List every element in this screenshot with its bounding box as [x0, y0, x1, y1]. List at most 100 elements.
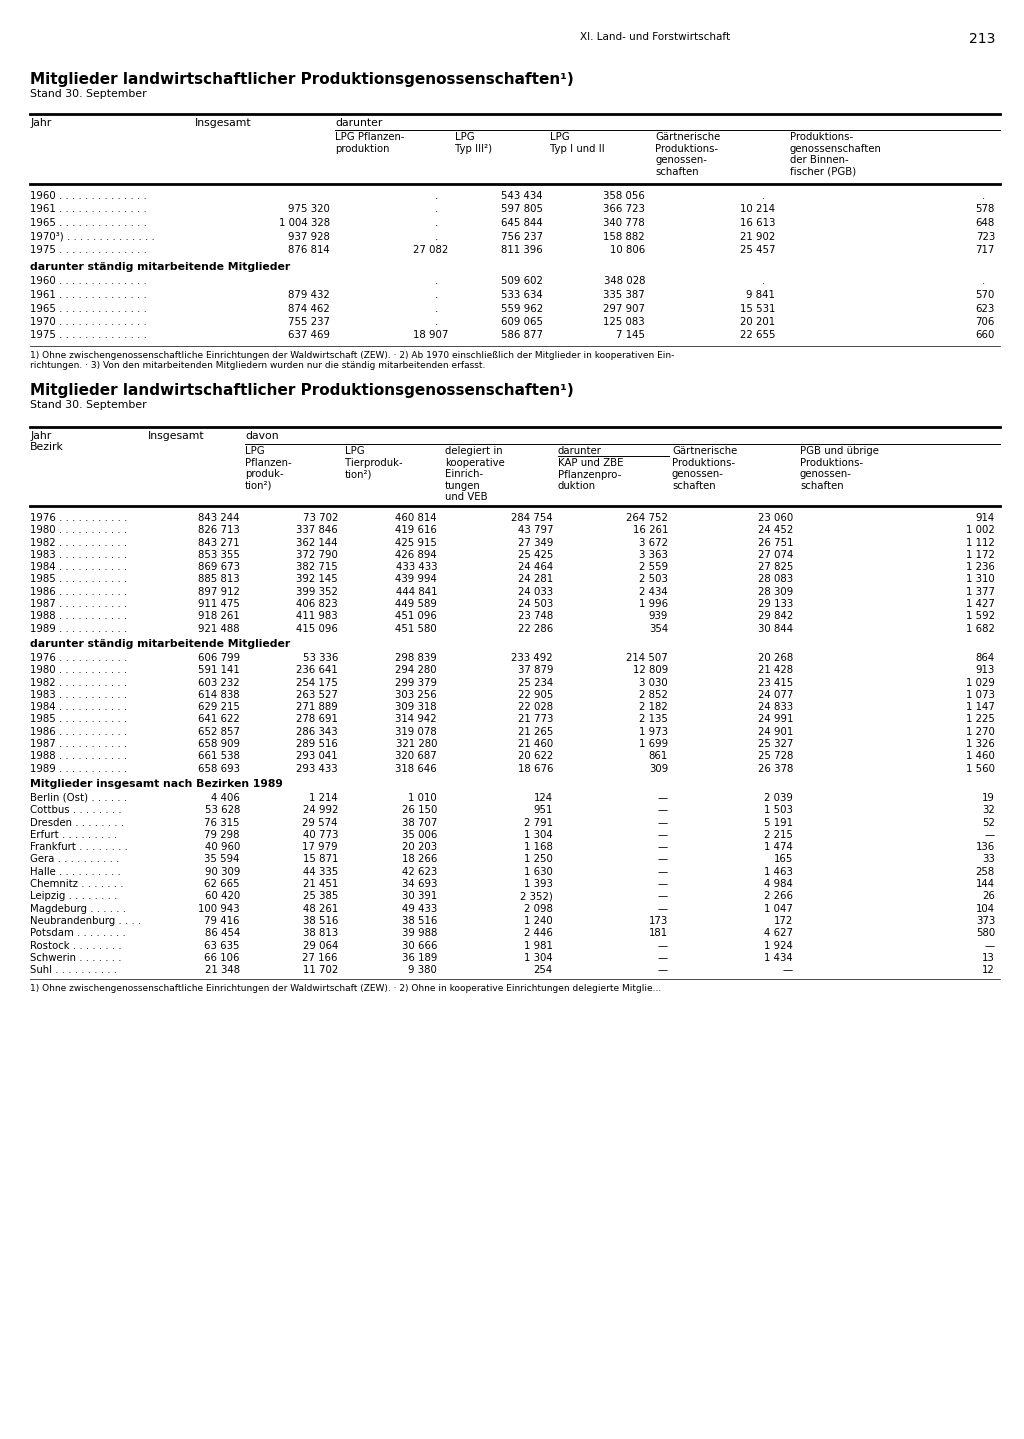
Text: 509 602: 509 602 — [501, 276, 543, 286]
Text: 629 215: 629 215 — [198, 702, 240, 712]
Text: 53 628: 53 628 — [205, 806, 240, 816]
Text: 660: 660 — [976, 331, 995, 341]
Text: 26 751: 26 751 — [758, 538, 793, 548]
Text: 62 665: 62 665 — [205, 879, 240, 889]
Text: 406 823: 406 823 — [296, 599, 338, 609]
Text: 843 244: 843 244 — [199, 512, 240, 522]
Text: 1 010: 1 010 — [409, 793, 437, 803]
Text: 16 261: 16 261 — [633, 525, 668, 535]
Text: 1 270: 1 270 — [966, 727, 995, 737]
Text: 254 175: 254 175 — [296, 678, 338, 688]
Text: 36 189: 36 189 — [401, 953, 437, 963]
Text: 1 682: 1 682 — [966, 623, 995, 633]
Text: 233 492: 233 492 — [511, 653, 553, 663]
Text: 21 265: 21 265 — [517, 727, 553, 737]
Text: 125 083: 125 083 — [603, 317, 645, 327]
Text: 309: 309 — [649, 764, 668, 774]
Text: Frankfurt . . . . . . . .: Frankfurt . . . . . . . . — [30, 842, 128, 852]
Text: 34 693: 34 693 — [401, 879, 437, 889]
Text: 1984 . . . . . . . . . . .: 1984 . . . . . . . . . . . — [30, 702, 127, 712]
Text: 10 214: 10 214 — [740, 204, 775, 214]
Text: 937 928: 937 928 — [288, 232, 330, 242]
Text: richtungen. · 3) Von den mitarbeitenden Mitgliedern wurden nur die ständig mitar: richtungen. · 3) Von den mitarbeitenden … — [30, 361, 485, 370]
Text: 79 416: 79 416 — [205, 917, 240, 927]
Text: 258: 258 — [976, 866, 995, 876]
Text: 320 687: 320 687 — [395, 751, 437, 761]
Text: 104: 104 — [976, 904, 995, 914]
Text: 27 349: 27 349 — [517, 538, 553, 548]
Text: darunter: darunter — [558, 446, 602, 456]
Text: 1982 . . . . . . . . . . .: 1982 . . . . . . . . . . . — [30, 538, 127, 548]
Text: 853 355: 853 355 — [198, 550, 240, 560]
Text: 24 077: 24 077 — [758, 689, 793, 699]
Text: 24 503: 24 503 — [518, 599, 553, 609]
Text: 319 078: 319 078 — [395, 727, 437, 737]
Text: —: — — [657, 941, 668, 951]
Text: 254: 254 — [534, 966, 553, 976]
Text: 76 315: 76 315 — [205, 817, 240, 827]
Text: 559 962: 559 962 — [501, 304, 543, 314]
Text: 358 056: 358 056 — [603, 191, 645, 201]
Text: 38 516: 38 516 — [303, 917, 338, 927]
Text: 1 073: 1 073 — [966, 689, 995, 699]
Text: 652 857: 652 857 — [198, 727, 240, 737]
Text: 885 813: 885 813 — [199, 574, 240, 584]
Text: 236 641: 236 641 — [296, 665, 338, 675]
Text: 362 144: 362 144 — [296, 538, 338, 548]
Text: 1 924: 1 924 — [764, 941, 793, 951]
Text: 911 475: 911 475 — [198, 599, 240, 609]
Text: 53 336: 53 336 — [303, 653, 338, 663]
Text: 321 280: 321 280 — [395, 740, 437, 750]
Text: 921 488: 921 488 — [199, 623, 240, 633]
Text: 425 915: 425 915 — [395, 538, 437, 548]
Text: 2 446: 2 446 — [524, 928, 553, 938]
Text: 1 004 328: 1 004 328 — [279, 217, 330, 227]
Text: 60 420: 60 420 — [205, 891, 240, 901]
Text: 382 715: 382 715 — [296, 563, 338, 573]
Text: 23 748: 23 748 — [518, 612, 553, 622]
Text: 2 266: 2 266 — [764, 891, 793, 901]
Text: LPG
Typ III²): LPG Typ III²) — [455, 132, 493, 154]
Text: 1961 . . . . . . . . . . . . . .: 1961 . . . . . . . . . . . . . . — [30, 291, 146, 299]
Text: 2 352): 2 352) — [520, 891, 553, 901]
Text: 15 531: 15 531 — [739, 304, 775, 314]
Text: Chemnitz . . . . . . .: Chemnitz . . . . . . . — [30, 879, 124, 889]
Text: 173: 173 — [649, 917, 668, 927]
Text: 1980 . . . . . . . . . . .: 1980 . . . . . . . . . . . — [30, 665, 127, 675]
Text: 1983 . . . . . . . . . . .: 1983 . . . . . . . . . . . — [30, 689, 127, 699]
Text: 27 166: 27 166 — [302, 953, 338, 963]
Text: 15 871: 15 871 — [303, 855, 338, 865]
Text: 1976 . . . . . . . . . . .: 1976 . . . . . . . . . . . — [30, 512, 127, 522]
Text: 975 320: 975 320 — [288, 204, 330, 214]
Text: 661 538: 661 538 — [198, 751, 240, 761]
Text: 614 838: 614 838 — [199, 689, 240, 699]
Text: 1984 . . . . . . . . . . .: 1984 . . . . . . . . . . . — [30, 563, 127, 573]
Text: 20 201: 20 201 — [740, 317, 775, 327]
Text: 426 894: 426 894 — [395, 550, 437, 560]
Text: 1 172: 1 172 — [966, 550, 995, 560]
Text: 286 343: 286 343 — [296, 727, 338, 737]
Text: 39 988: 39 988 — [401, 928, 437, 938]
Text: 13: 13 — [982, 953, 995, 963]
Text: 451 580: 451 580 — [395, 623, 437, 633]
Text: LPG
Pflanzen-
produk-
tion²): LPG Pflanzen- produk- tion²) — [245, 446, 292, 491]
Text: 843 271: 843 271 — [199, 538, 240, 548]
Text: 309 318: 309 318 — [395, 702, 437, 712]
Text: 278 691: 278 691 — [296, 715, 338, 724]
Text: 658 909: 658 909 — [198, 740, 240, 750]
Text: 1 973: 1 973 — [639, 727, 668, 737]
Text: 33: 33 — [982, 855, 995, 865]
Text: 18 907: 18 907 — [413, 331, 449, 341]
Text: —: — — [657, 891, 668, 901]
Text: 1986 . . . . . . . . . . .: 1986 . . . . . . . . . . . — [30, 587, 127, 597]
Text: 28 083: 28 083 — [758, 574, 793, 584]
Text: 1 304: 1 304 — [524, 830, 553, 840]
Text: —: — — [657, 866, 668, 876]
Text: 1 047: 1 047 — [764, 904, 793, 914]
Text: 22 905: 22 905 — [517, 689, 553, 699]
Text: Leipzig . . . . . . . .: Leipzig . . . . . . . . — [30, 891, 118, 901]
Text: 876 814: 876 814 — [288, 245, 330, 255]
Text: 1 463: 1 463 — [764, 866, 793, 876]
Text: .: . — [435, 217, 438, 227]
Text: 2 098: 2 098 — [524, 904, 553, 914]
